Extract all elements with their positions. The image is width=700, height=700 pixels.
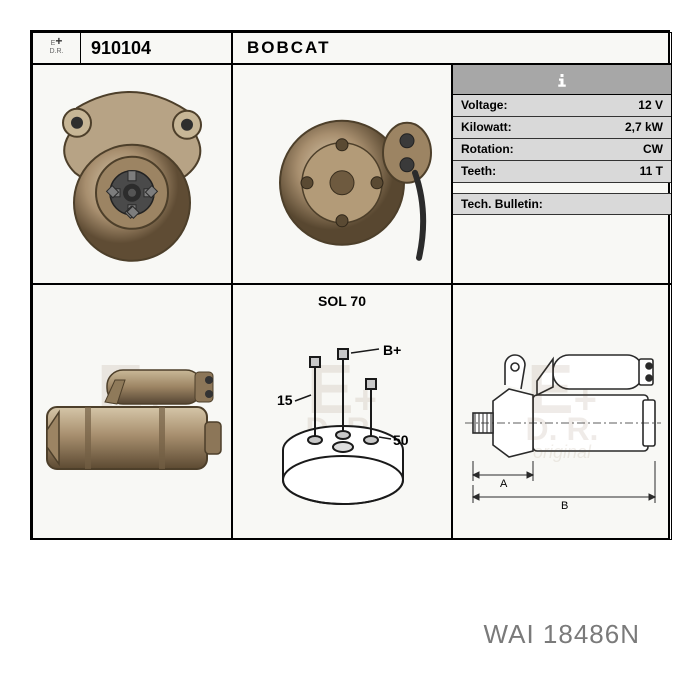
spec-row: Rotation: CW (453, 139, 671, 161)
starter-rear-svg (247, 83, 437, 273)
datasheet-frame: E+ D.R. 910104 BOBCAT E+ D. R. original (30, 30, 670, 540)
photo-side-view: E+ D. R. original (32, 284, 232, 540)
vehicle-brand: BOBCAT (232, 32, 672, 64)
label-50: 50 (393, 432, 409, 448)
spec-value: 11 T (566, 161, 671, 182)
tech-drawing-svg: A B (453, 285, 672, 540)
dim-b: B (561, 500, 568, 512)
bulletin-label: Tech. Bulletin: (453, 194, 671, 214)
spec-label: Rotation: (453, 139, 566, 160)
info-bar (453, 65, 671, 95)
spec-value: 12 V (566, 95, 671, 116)
spec-row-bulletin: Tech. Bulletin: (453, 193, 671, 215)
spec-label: Kilowatt: (453, 117, 566, 138)
label-bplus: B+ (383, 342, 401, 358)
starter-front-svg (47, 83, 217, 273)
brand-logo: E+ D.R. (33, 33, 81, 64)
spec-label: Teeth: (453, 161, 566, 182)
spec-value: CW (566, 139, 671, 160)
info-icon (553, 71, 571, 89)
product-caption: WAI 18486N (484, 619, 640, 650)
spec-row: Kilowatt: 2,7 kW (453, 117, 671, 139)
part-number: 910104 (81, 33, 231, 63)
spec-table: Voltage: 12 V Kilowatt: 2,7 kW Rotation:… (452, 64, 672, 284)
label-15: 15 (277, 392, 293, 408)
spec-label: Voltage: (453, 95, 566, 116)
spec-value: 2,7 kW (566, 117, 671, 138)
spec-row: Voltage: 12 V (453, 95, 671, 117)
photo-front-view: E+ D. R. original (32, 64, 232, 284)
solenoid-svg: B+ 15 50 (233, 285, 452, 540)
solenoid-title: SOL 70 (318, 293, 366, 309)
spec-row: Teeth: 11 T (453, 161, 671, 183)
photo-rear-view: E+ D. R. original (232, 64, 452, 284)
starter-side-svg (37, 352, 227, 502)
technical-drawing: E+ D. R. original (452, 284, 672, 540)
edr-logo: E+ D.R. (44, 37, 70, 61)
header-left: E+ D.R. 910104 (32, 32, 232, 64)
dim-a: A (500, 478, 508, 490)
solenoid-diagram: E+ D. R. original SOL 70 (232, 284, 452, 540)
